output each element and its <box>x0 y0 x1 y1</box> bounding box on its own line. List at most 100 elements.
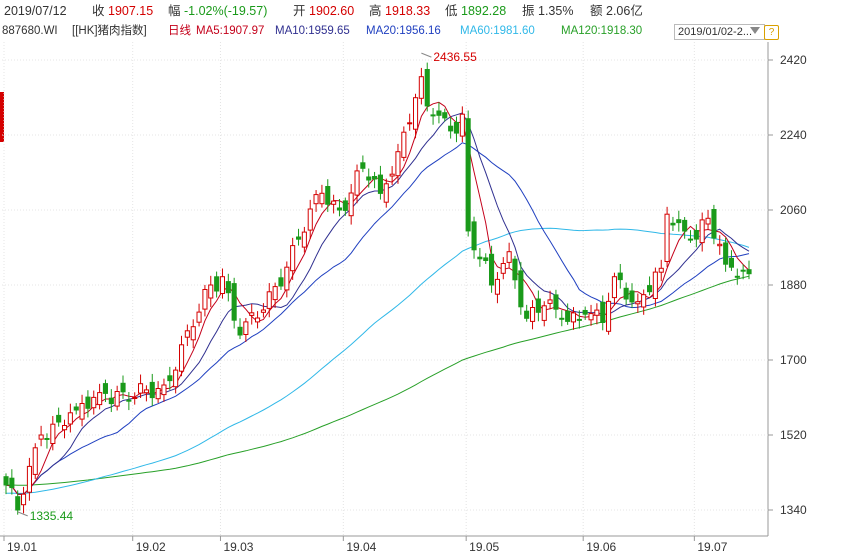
candle-up <box>717 243 723 247</box>
candle-up <box>664 213 670 262</box>
candle-up <box>699 219 705 244</box>
candle-up <box>67 412 73 425</box>
candle-down <box>559 317 565 320</box>
candle-up <box>594 309 600 316</box>
candle-down <box>524 310 530 319</box>
y-tick-label: 2420 <box>780 53 807 67</box>
candle-down <box>693 230 699 240</box>
candle-down <box>237 326 243 336</box>
high-annotation: 2436.55 <box>433 50 477 64</box>
candle-down <box>102 383 109 394</box>
high-value: 1918.33 <box>385 4 431 18</box>
period-label[interactable]: 日线 <box>168 25 191 37</box>
close-label: 收 <box>92 4 105 18</box>
change-value: -1.02%(-19.57) <box>184 4 268 18</box>
candle-down <box>108 397 114 405</box>
candle-up <box>132 397 138 399</box>
ma60-line <box>5 227 750 494</box>
candle-down <box>325 186 331 205</box>
ma120-line <box>6 275 750 486</box>
candle-down <box>56 414 62 423</box>
candle-down <box>576 318 582 321</box>
y-tick-label: 1340 <box>780 503 807 517</box>
candle-down <box>477 256 483 260</box>
candle-up <box>383 183 389 203</box>
candle-up <box>255 317 261 323</box>
candle-down <box>711 209 717 239</box>
candle-down <box>617 272 623 281</box>
quote-date: 2019/07/12 <box>4 4 67 18</box>
help-icon[interactable]: ? <box>764 25 779 40</box>
candle-down <box>483 257 489 261</box>
y-tick-label: 2240 <box>780 128 807 142</box>
candle-up <box>62 425 68 431</box>
candle-up <box>641 294 647 308</box>
candle-up <box>395 151 401 177</box>
candle-down <box>278 277 284 287</box>
candle-up <box>179 344 185 372</box>
candle-up <box>547 299 553 304</box>
x-tick-label: 19.01 <box>7 540 37 554</box>
candle-up <box>705 217 711 225</box>
low-label: 低 <box>445 4 458 18</box>
candle-up <box>413 97 419 130</box>
candle-down <box>225 281 231 294</box>
candle-up <box>249 312 255 316</box>
candle-down <box>535 298 541 313</box>
candle-down <box>366 176 372 181</box>
candle-up <box>161 384 167 396</box>
candle-up <box>418 76 424 99</box>
candle-down <box>342 200 348 211</box>
ma5-label: MA5:1907.97 <box>196 25 265 37</box>
candle-up <box>494 278 500 295</box>
candle-up <box>313 194 319 205</box>
candle-down <box>728 257 735 268</box>
candle-down <box>518 270 524 308</box>
candle-down <box>734 275 740 278</box>
y-tick-label: 1700 <box>780 353 807 367</box>
candle-down <box>582 310 588 315</box>
chevron-down-icon[interactable] <box>750 27 760 34</box>
candle-up <box>290 245 296 272</box>
candle-down <box>453 121 459 134</box>
low-annotation: 1335.44 <box>30 509 74 523</box>
amp-value: 1.35% <box>538 4 574 18</box>
candle-down <box>746 269 752 275</box>
candle-down <box>740 269 746 272</box>
ma120-label: MA120:1918.30 <box>561 25 643 37</box>
candle-down <box>489 253 495 286</box>
y-tick-label: 1520 <box>780 428 807 442</box>
candle-up <box>32 447 38 475</box>
ma-legend: 887680.WI [[HK]猪肉指数] 日线 MA5:1907.97 MA10… <box>0 22 847 41</box>
candle-down <box>670 222 676 226</box>
candle-down <box>430 114 436 117</box>
candle-up <box>138 383 144 394</box>
candle-up <box>506 251 512 263</box>
candle-down <box>471 221 477 251</box>
candle-up <box>284 266 290 291</box>
candle-up <box>79 403 85 420</box>
amount-label: 额 <box>590 4 603 18</box>
candle-up <box>260 309 266 313</box>
candle-up <box>155 388 161 400</box>
candle-up <box>588 313 594 321</box>
open-value: 1902.60 <box>309 4 355 18</box>
x-tick-label: 19.04 <box>346 540 376 554</box>
candle-down <box>623 287 629 300</box>
candle-up <box>143 389 149 394</box>
open-label: 开 <box>293 4 306 18</box>
candle-up <box>202 289 208 310</box>
candle-down <box>85 396 91 409</box>
candle-up <box>184 330 190 338</box>
symbol-code: 887680.WI <box>2 25 58 37</box>
candle-up <box>272 286 278 301</box>
candle-down <box>687 238 694 241</box>
candle-up <box>500 263 506 274</box>
candle-up <box>173 369 179 388</box>
candle-down <box>296 236 302 240</box>
x-tick-label: 19.07 <box>697 540 727 554</box>
candle-up <box>38 434 44 440</box>
candle-down <box>676 219 682 224</box>
candle-down <box>442 112 448 119</box>
